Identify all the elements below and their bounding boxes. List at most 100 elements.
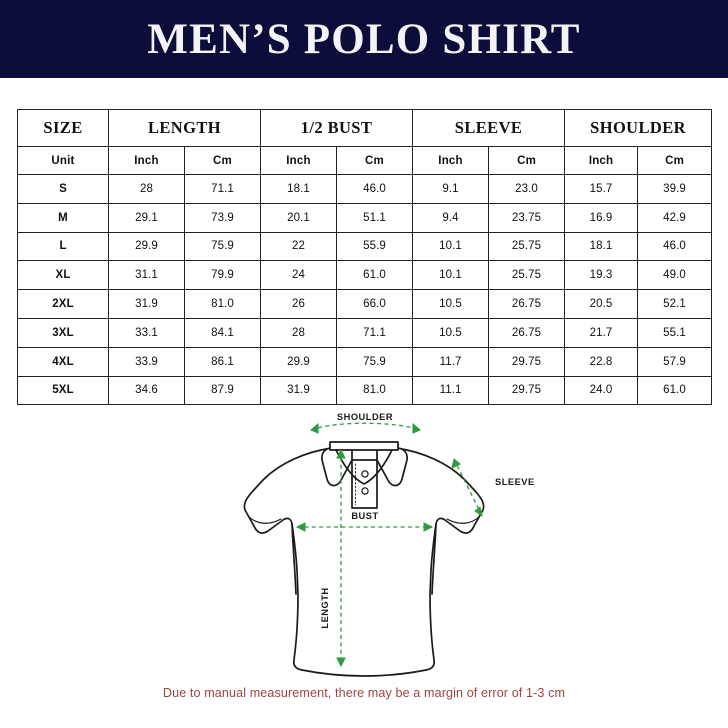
cell-sleeve-inch: 11.1 [412, 375, 490, 406]
cell-length-inch: 28 [108, 174, 185, 204]
cell-length-inch: 29.1 [108, 202, 185, 233]
cell-bust-inch: 26 [260, 289, 338, 319]
bust-label: BUST [351, 511, 378, 521]
cell-bust-inch: 29.9 [260, 346, 338, 377]
cell-length-cm: 81.0 [183, 289, 262, 319]
sleeve-seam-right [431, 523, 437, 595]
cell-sleeve-inch: 10.5 [412, 317, 490, 348]
cell-length-inch: 29.9 [108, 231, 185, 262]
cell-shoulder-inch: 19.3 [564, 260, 639, 291]
cell-shoulder-cm: 52.1 [637, 289, 713, 319]
column-header-size: SIZE [17, 109, 109, 147]
cell-bust-inch: 24 [260, 260, 338, 291]
shirt-diagram: SHOULDER SLEEVE BUST LENGTH [0, 398, 728, 683]
cell-bust-inch: 28 [260, 317, 338, 348]
table-row: 3XL 33.1 84.1 28 71.1 10.5 26.75 21.7 55.1 [17, 317, 713, 348]
sleeve-arrow-head-top [451, 458, 461, 469]
measurement-disclaimer: Due to manual measurement, there may be … [162, 686, 566, 700]
cell-size: L [17, 231, 109, 262]
cell-length-cm: 79.9 [183, 260, 262, 291]
shoulder-arrow-head-right [412, 422, 421, 434]
cell-length-inch: 31.9 [108, 289, 185, 319]
cell-sleeve-cm: 25.75 [488, 260, 566, 291]
collar-right [376, 447, 408, 487]
table-row: 2XL 31.9 81.0 26 66.0 10.5 26.75 20.5 52.1 [17, 289, 713, 319]
cell-sleeve-inch: 10.5 [412, 289, 490, 319]
cell-length-inch: 33.1 [108, 317, 185, 348]
cell-shoulder-cm: 49.0 [637, 260, 713, 291]
unit-header-length-inch: Inch [108, 146, 185, 175]
cell-size: 5XL [17, 375, 109, 406]
cell-bust-cm: 61.0 [336, 260, 414, 291]
sleeve-seam-left [291, 523, 297, 595]
cell-bust-cm: 55.9 [336, 231, 414, 262]
cell-bust-inch: 20.1 [260, 202, 338, 233]
placket-buttons-group [361, 470, 369, 495]
cell-length-cm: 75.9 [183, 231, 262, 262]
unit-header-shoulder-cm: Cm [637, 146, 713, 175]
cell-sleeve-inch: 11.7 [412, 346, 490, 377]
cell-shoulder-cm: 46.0 [637, 231, 713, 262]
column-header-shoulder: SHOULDER [564, 109, 713, 147]
shirt-outline-group [243, 441, 485, 677]
length-arrow-head-top [336, 448, 346, 459]
length-label: LENGTH [320, 587, 330, 628]
cell-sleeve-inch: 9.1 [412, 174, 490, 204]
cell-sleeve-cm: 25.75 [488, 231, 566, 262]
cell-bust-inch: 18.1 [260, 174, 338, 204]
shoulder-arrow-head-left [310, 422, 319, 434]
table-row: 4XL 33.9 86.1 29.9 75.9 11.7 29.75 22.8 57.9 [17, 346, 713, 377]
size-table-body: Unit S2871.118.146.09.123.015.739.9M29.1… [17, 174, 713, 406]
cell-shoulder-inch: 20.5 [564, 289, 639, 319]
shoulder-measure-arrow [310, 422, 421, 431]
unit-header-bust-cm: Cm [336, 146, 414, 175]
length-arrow-head-bottom [336, 657, 346, 668]
cell-shoulder-inch: 22.8 [564, 346, 639, 377]
cell-bust-cm: 46.0 [336, 174, 414, 204]
cell-shoulder-inch: 15.7 [564, 174, 639, 204]
cell-shoulder-cm: 55.1 [637, 317, 713, 348]
cell-bust-cm: 66.0 [336, 289, 414, 319]
unit-header-length-cm: Cm [183, 146, 262, 175]
cell-bust-cm: 71.1 [336, 317, 414, 348]
cell-sleeve-cm: 23.75 [488, 202, 566, 233]
unit-header-sleeve-inch: Inch [412, 146, 490, 175]
collar-band [329, 441, 399, 451]
size-table: SIZE LENGTH 1/2 BUST SLEEVE SHOULDER Uni… [17, 109, 713, 406]
cell-size: XL [17, 260, 109, 291]
table-row: S 28 71.1 18.1 46.0 9.1 23.0 15.7 39.9 [17, 174, 713, 204]
bust-arrow-head-left [295, 522, 306, 532]
cell-sleeve-cm: 29.75 [488, 346, 566, 377]
cell-size: M [17, 202, 109, 233]
sleeve-label: SLEEVE [495, 477, 535, 487]
unit-header-bust-inch: Inch [260, 146, 338, 175]
cell-size: 2XL [17, 289, 109, 319]
cell-sleeve-cm: 26.75 [488, 289, 566, 319]
shirt-body-path [243, 447, 485, 677]
cell-size: 3XL [17, 317, 109, 348]
cell-length-cm: 87.9 [183, 375, 262, 406]
cell-shoulder-inch: 21.7 [564, 317, 639, 348]
table-unit-header-row: Unit Inch Cm Inch Cm Inch Cm Inch Cm [17, 146, 713, 175]
cell-length-cm: 71.1 [183, 174, 262, 204]
cell-sleeve-inch: 10.1 [412, 231, 490, 262]
cell-shoulder-inch: 16.9 [564, 202, 639, 233]
cell-sleeve-inch: 9.4 [412, 202, 490, 233]
table-row: M 29.1 73.9 20.1 51.1 9.4 23.75 16.9 42.9 [17, 202, 713, 233]
cell-length-cm: 84.1 [183, 317, 262, 348]
table-row: 5XL 34.6 87.9 31.9 81.0 11.1 29.75 24.0 61.0 [17, 375, 713, 406]
cell-bust-inch: 22 [260, 231, 338, 262]
column-header-sleeve: SLEEVE [412, 109, 566, 147]
column-header-length: LENGTH [107, 109, 262, 147]
cell-length-cm: 73.9 [183, 202, 262, 233]
cell-shoulder-inch: 24.0 [564, 375, 639, 406]
collar-fold [335, 449, 393, 485]
sleeve-arrow-head-bottom [474, 506, 483, 518]
cuff-right [446, 515, 481, 524]
cell-length-inch: 33.9 [108, 346, 185, 377]
cell-length-cm: 86.1 [183, 346, 262, 377]
cell-length-inch: 31.1 [108, 260, 185, 291]
cell-sleeve-cm: 26.75 [488, 317, 566, 348]
cell-shoulder-cm: 42.9 [637, 202, 713, 233]
cell-shoulder-cm: 39.9 [637, 174, 713, 204]
